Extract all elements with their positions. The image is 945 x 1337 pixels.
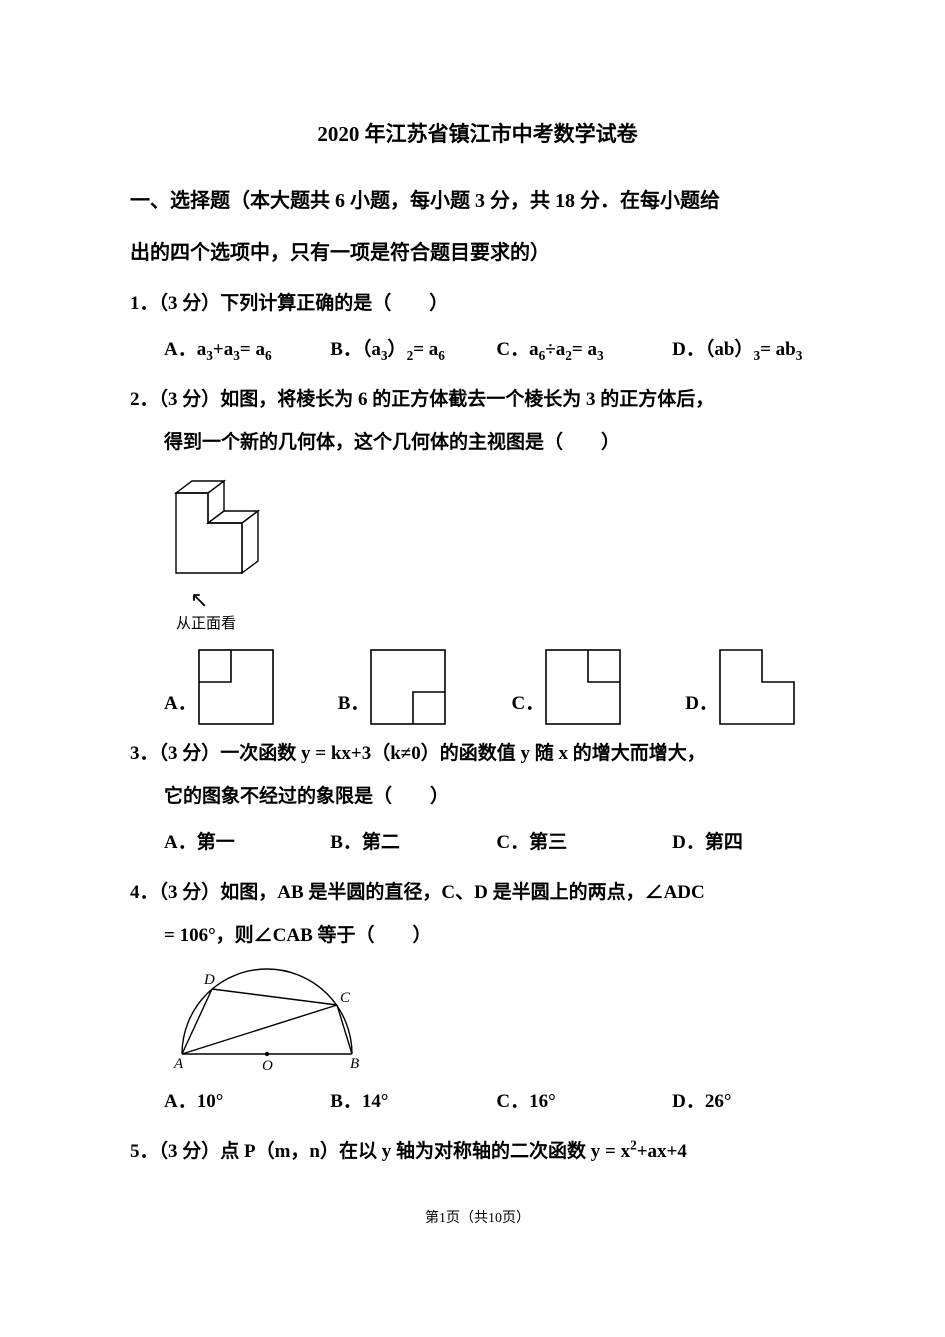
q4-option-a: A．10° <box>164 1080 330 1124</box>
q2-stem-l2: 得到一个新的几何体，这个几何体的主视图是（ ） <box>130 421 825 465</box>
page-title: 2020 年江苏省镇江市中考数学试卷 <box>130 110 825 158</box>
q5-s1: 2 <box>630 1137 637 1152</box>
q4-label-c: C <box>340 990 351 1006</box>
q2-stem-l1: 2．（3 分）如图，将棱长为 6 的正方体截去一个棱长为 3 的正方体后， <box>130 378 825 422</box>
q4-figure: A B C D O <box>130 966 825 1076</box>
q2d-label: D． <box>685 682 718 726</box>
q4-label-a: A <box>173 1056 184 1072</box>
q4-options: A．10° B．14° C．16° D．26° <box>130 1080 825 1124</box>
q2-option-b: B． <box>338 648 512 726</box>
q1c-t3: = a <box>572 328 597 372</box>
q2a-label: A． <box>164 682 197 726</box>
q4-stem-l2: = 106°，则∠CAB 等于（ ） <box>130 914 825 958</box>
q1d-s2: 3 <box>796 341 803 372</box>
q2d-shape-icon <box>718 648 796 726</box>
q5-t1: 5．（3 分）点 P（m，n）在以 y 轴为对称轴的二次函数 y = x <box>130 1141 630 1162</box>
q1a-s3: 6 <box>265 341 272 372</box>
q4-semicircle-icon: A B C D O <box>164 966 384 1076</box>
q1d-t1: D．（ab） <box>672 328 753 372</box>
q4-stem-l1: 4．（3 分）如图，AB 是半圆的直径，C、D 是半圆上的两点，∠ADC <box>130 871 825 915</box>
q2-option-c: C． <box>511 648 685 726</box>
section-heading-line2: 出的四个选项中，只有一项是符合题目要求的） <box>130 230 825 276</box>
q1c-s3: 3 <box>597 341 604 372</box>
q5-t2: +ax+4 <box>637 1141 687 1162</box>
q2a-shape-icon <box>197 648 275 726</box>
q4-option-c: C．16° <box>496 1080 672 1124</box>
q1a-t3: = a <box>240 328 265 372</box>
q1-option-c: C．a6÷a2 = a3 <box>496 328 672 372</box>
q3-stem-l2: 它的图象不经过的象限是（ ） <box>130 775 825 819</box>
q1d-t2: = ab <box>760 328 796 372</box>
q1b-t2: ） <box>388 328 407 372</box>
q3-stem-l1: 3．（3 分）一次函数 y = kx+3（k≠0）的函数值 y 随 x 的增大而… <box>130 732 825 776</box>
q1c-t1: C．a <box>496 328 538 372</box>
q1a-s1: 3 <box>206 341 213 372</box>
q1b-s2: 2 <box>407 341 414 372</box>
q2-cube-icon <box>164 473 274 585</box>
q1-options: A．a3+a3 = a6 B．（a3）2 = a6 C．a6÷a2 = a3 D… <box>130 328 825 372</box>
q2-option-a: A． <box>164 648 338 726</box>
q1a-s2: 3 <box>233 341 240 372</box>
q3-option-d: D．第四 <box>672 821 825 865</box>
q2b-shape-icon <box>369 648 447 726</box>
q2-option-d: D． <box>685 648 825 726</box>
q2-figure <box>130 473 825 585</box>
q1-option-b: B．（a3）2 = a6 <box>330 328 496 372</box>
page-footer: 第1页（共10页） <box>130 1203 825 1235</box>
q1c-s1: 6 <box>539 341 546 372</box>
q1b-s3: 6 <box>438 341 445 372</box>
q1d-s1: 3 <box>753 341 760 372</box>
q1-option-a: A．a3+a3 = a6 <box>164 328 330 372</box>
q1c-s2: 2 <box>565 341 572 372</box>
q1b-t3: = a <box>413 328 438 372</box>
q4-option-b: B．14° <box>330 1080 496 1124</box>
q1-stem: 1．（3 分）下列计算正确的是（ ） <box>130 282 825 326</box>
q1b-s1: 3 <box>381 341 388 372</box>
q4-label-o: O <box>262 1058 273 1074</box>
q4-label-b: B <box>350 1056 359 1072</box>
q1b-t1: B．（a <box>330 328 381 372</box>
q1a-t1: A．a <box>164 328 206 372</box>
q2c-label: C． <box>511 682 544 726</box>
q1a-t2: +a <box>213 328 233 372</box>
q5-stem: 5．（3 分）点 P（m，n）在以 y 轴为对称轴的二次函数 y = x2+ax… <box>130 1130 825 1174</box>
q4-option-d: D．26° <box>672 1080 825 1124</box>
q4-label-d: D <box>203 972 215 988</box>
q3-options: A．第一 B．第二 C．第三 D．第四 <box>130 821 825 865</box>
q1-option-d: D．（ab）3 = ab3 <box>672 328 825 372</box>
q2-options: A． B． C． D． <box>130 648 825 726</box>
q2-caption: 从正面看 <box>130 607 825 642</box>
q3-option-b: B．第二 <box>330 821 496 865</box>
q3-option-a: A．第一 <box>164 821 330 865</box>
q1c-t2: ÷a <box>545 328 565 372</box>
section-heading-line1: 一、选择题（本大题共 6 小题，每小题 3 分，共 18 分．在每小题给 <box>130 178 825 224</box>
q3-option-c: C．第三 <box>496 821 672 865</box>
q2b-label: B． <box>338 682 370 726</box>
q2c-shape-icon <box>544 648 622 726</box>
